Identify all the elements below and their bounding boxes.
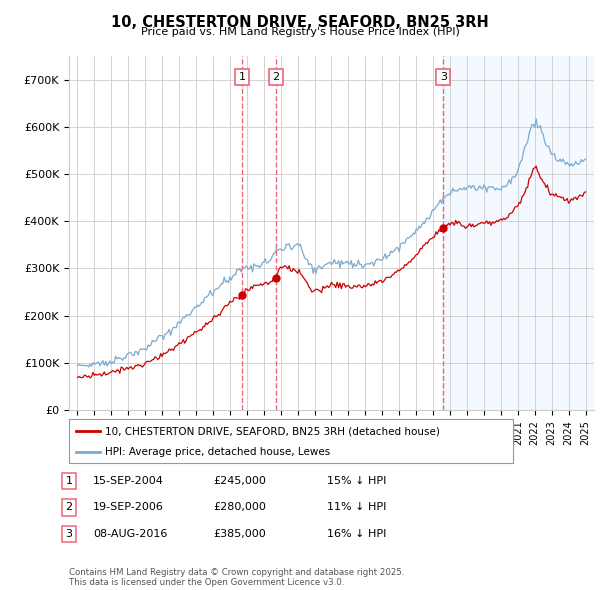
Text: 08-AUG-2016: 08-AUG-2016 — [93, 529, 167, 539]
Text: 11% ↓ HPI: 11% ↓ HPI — [327, 503, 386, 512]
Text: Price paid vs. HM Land Registry's House Price Index (HPI): Price paid vs. HM Land Registry's House … — [140, 27, 460, 37]
Text: £280,000: £280,000 — [213, 503, 266, 512]
Text: 10, CHESTERTON DRIVE, SEAFORD, BN25 3RH (detached house): 10, CHESTERTON DRIVE, SEAFORD, BN25 3RH … — [106, 427, 440, 436]
Text: £245,000: £245,000 — [213, 476, 266, 486]
Text: 2: 2 — [272, 72, 280, 82]
Text: 16% ↓ HPI: 16% ↓ HPI — [327, 529, 386, 539]
Text: 1: 1 — [238, 72, 245, 82]
Text: 3: 3 — [440, 72, 447, 82]
Text: 10, CHESTERTON DRIVE, SEAFORD, BN25 3RH: 10, CHESTERTON DRIVE, SEAFORD, BN25 3RH — [111, 15, 489, 30]
Text: HPI: Average price, detached house, Lewes: HPI: Average price, detached house, Lewe… — [106, 447, 331, 457]
Text: 2: 2 — [65, 503, 73, 512]
Bar — [443, 56, 594, 410]
Text: Contains HM Land Registry data © Crown copyright and database right 2025.
This d: Contains HM Land Registry data © Crown c… — [69, 568, 404, 587]
Text: 3: 3 — [65, 529, 73, 539]
Text: 1: 1 — [65, 476, 73, 486]
Text: £385,000: £385,000 — [213, 529, 266, 539]
Text: 19-SEP-2006: 19-SEP-2006 — [93, 503, 164, 512]
Text: 15-SEP-2004: 15-SEP-2004 — [93, 476, 164, 486]
Text: 15% ↓ HPI: 15% ↓ HPI — [327, 476, 386, 486]
